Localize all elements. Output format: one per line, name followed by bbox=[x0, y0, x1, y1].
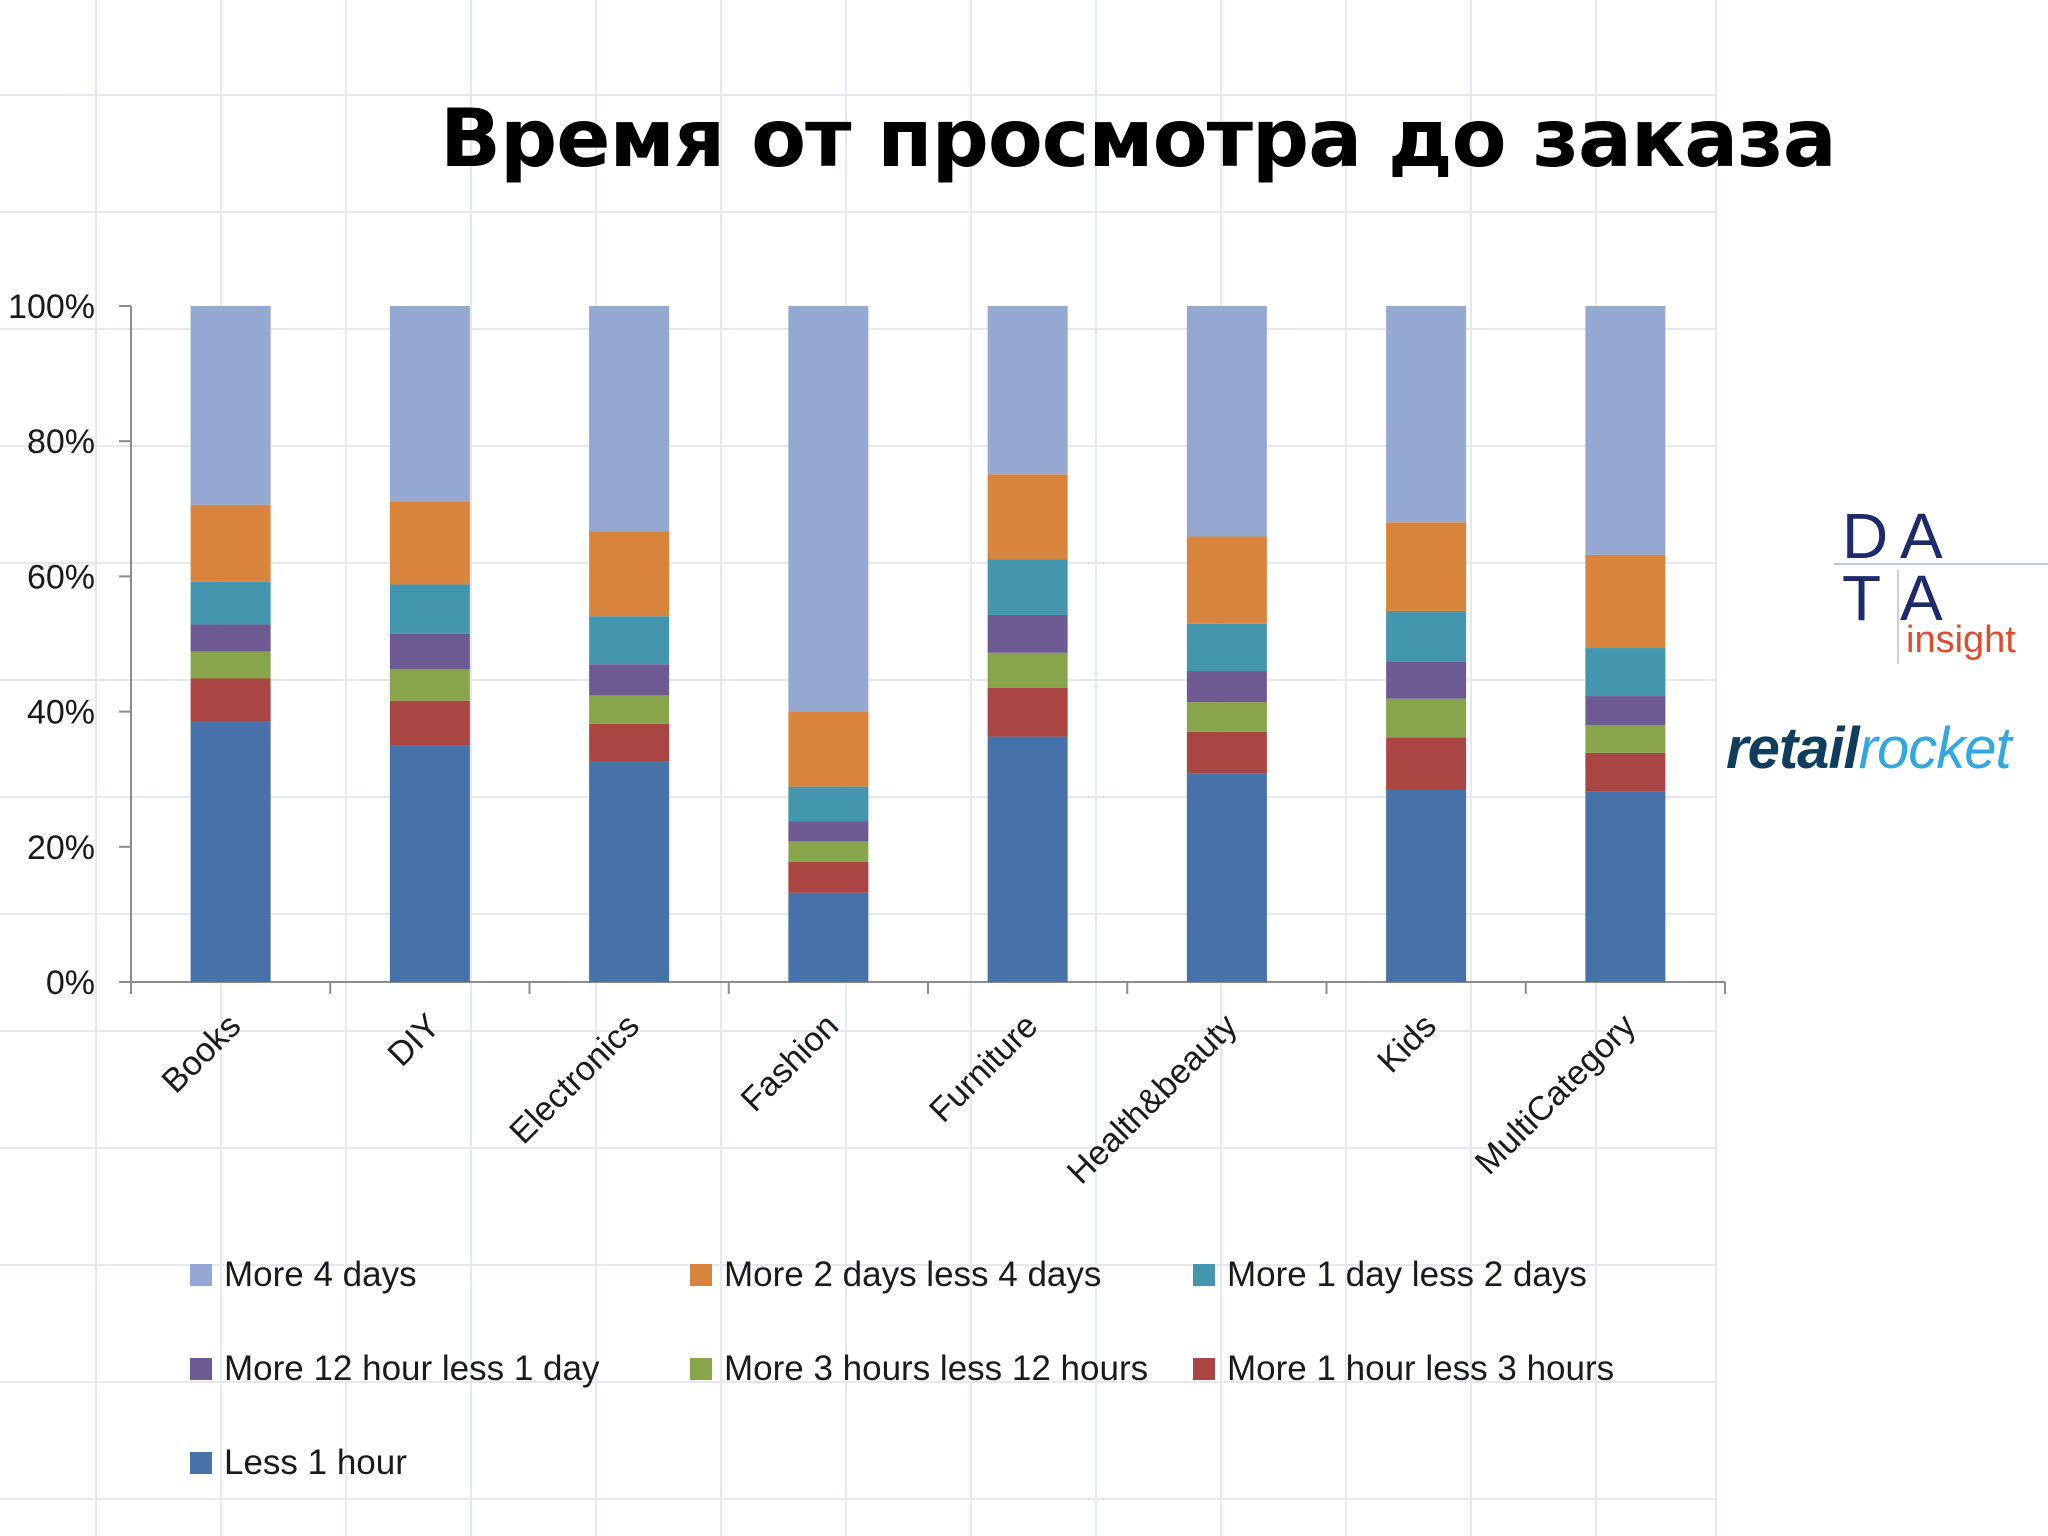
bar-segment bbox=[389, 669, 470, 701]
bar-segment bbox=[190, 581, 271, 625]
logo-letter-d: D bbox=[1842, 500, 1888, 572]
retailrocket-logo: retailrocket bbox=[1726, 715, 2012, 782]
logo-letter-t: T bbox=[1842, 562, 1881, 634]
bar-segment bbox=[589, 695, 670, 724]
bar-segment bbox=[788, 861, 869, 893]
bar-segment bbox=[1186, 731, 1267, 774]
x-tick-label: Fashion bbox=[734, 1007, 846, 1119]
bar-segment bbox=[1585, 725, 1666, 753]
bar-segment bbox=[1386, 737, 1467, 791]
bar-segment bbox=[1386, 661, 1467, 699]
bar-segment bbox=[589, 664, 670, 696]
bar-segment bbox=[589, 531, 670, 617]
bar-segment bbox=[1585, 306, 1666, 555]
bar-segment bbox=[1585, 752, 1666, 792]
bar-segment bbox=[190, 306, 271, 505]
bar-segment bbox=[987, 559, 1068, 615]
data-insight-logo: D A T A insight bbox=[1834, 500, 2048, 664]
bar-segment bbox=[190, 678, 271, 722]
y-tick-label: 20% bbox=[27, 829, 95, 867]
bar-segment bbox=[788, 892, 869, 982]
bar-segment bbox=[788, 306, 869, 712]
bar-segment bbox=[190, 721, 271, 982]
bar-segment bbox=[1585, 648, 1666, 697]
bar-segment bbox=[389, 306, 470, 502]
bar-segment bbox=[987, 687, 1068, 737]
bar-segment bbox=[788, 786, 869, 822]
bar-segment bbox=[389, 584, 470, 634]
bar-segment bbox=[1386, 790, 1467, 982]
y-tick-label: 60% bbox=[27, 558, 95, 596]
x-tick-label: Electronics bbox=[502, 1007, 646, 1151]
bar-segment bbox=[389, 700, 470, 746]
bar-segment bbox=[190, 651, 271, 679]
bar-segment bbox=[1186, 671, 1267, 703]
bar-segment bbox=[987, 614, 1068, 653]
y-tick-label: 40% bbox=[27, 694, 95, 732]
bar-segment bbox=[987, 652, 1068, 688]
bar-segment bbox=[788, 711, 869, 787]
bar-segment bbox=[589, 723, 670, 762]
bar-segment bbox=[389, 501, 470, 585]
logo-letter-a2: A bbox=[1900, 562, 1943, 634]
bar-segment bbox=[190, 624, 271, 652]
x-tick-label: DIY bbox=[381, 1007, 448, 1074]
y-tick-label: 80% bbox=[27, 423, 95, 461]
x-tick-label: MultiCategory bbox=[1468, 1007, 1643, 1182]
bar-segment bbox=[987, 474, 1068, 560]
bar-segment bbox=[1386, 610, 1467, 662]
bar-segment bbox=[1386, 522, 1467, 611]
bar-segment bbox=[987, 306, 1068, 475]
logo-rocket-text: rocket bbox=[1858, 716, 2012, 781]
bar-segment bbox=[1386, 698, 1467, 738]
chart-title: Время от просмотра до заказа bbox=[440, 92, 1837, 185]
bar-segment bbox=[1186, 773, 1267, 982]
bar-segment bbox=[589, 616, 670, 665]
bar-segment bbox=[1186, 623, 1267, 672]
bar-segment bbox=[1186, 536, 1267, 624]
y-tick-label: 0% bbox=[46, 964, 95, 1002]
bar-segment bbox=[389, 633, 470, 670]
x-tick-label: Furniture bbox=[922, 1007, 1045, 1130]
bar-segment bbox=[389, 745, 470, 982]
bar-segment bbox=[589, 306, 670, 532]
logo-insight-text: insight bbox=[1906, 619, 2016, 661]
bar-segment bbox=[788, 821, 869, 842]
bar-segment bbox=[1585, 791, 1666, 982]
y-tick-label: 100% bbox=[8, 288, 95, 326]
bar-segment bbox=[190, 504, 271, 582]
x-tick-label: Books bbox=[155, 1007, 249, 1101]
bar-segment bbox=[1585, 554, 1666, 649]
logo-letter-a: A bbox=[1900, 500, 1943, 572]
bar-segment bbox=[1585, 696, 1666, 726]
bar-segment bbox=[1386, 306, 1467, 523]
x-tick-label: Health&beauty bbox=[1060, 1007, 1245, 1192]
bar-segment bbox=[1186, 306, 1267, 537]
x-tick-label: Kids bbox=[1370, 1007, 1444, 1081]
bar-segment bbox=[987, 736, 1068, 982]
bar-segment bbox=[589, 761, 670, 982]
bar-segment bbox=[1186, 702, 1267, 732]
bar-segment bbox=[788, 841, 869, 862]
logo-retail-text: retail bbox=[1726, 716, 1860, 781]
